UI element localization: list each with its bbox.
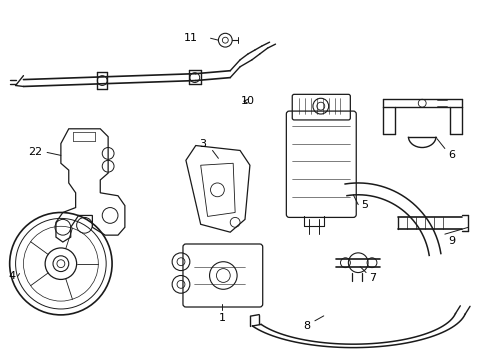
Text: 7: 7 bbox=[368, 274, 376, 283]
Text: 5: 5 bbox=[361, 199, 368, 210]
Text: 6: 6 bbox=[447, 150, 454, 161]
Text: 8: 8 bbox=[303, 321, 310, 331]
Text: 1: 1 bbox=[219, 313, 225, 323]
Text: 2: 2 bbox=[28, 148, 35, 157]
Text: 10: 10 bbox=[241, 96, 254, 106]
Text: 2: 2 bbox=[34, 148, 41, 157]
Text: 4: 4 bbox=[9, 271, 16, 282]
Text: 3: 3 bbox=[199, 139, 206, 149]
Text: 9: 9 bbox=[447, 236, 454, 246]
Text: 11: 11 bbox=[183, 33, 197, 43]
